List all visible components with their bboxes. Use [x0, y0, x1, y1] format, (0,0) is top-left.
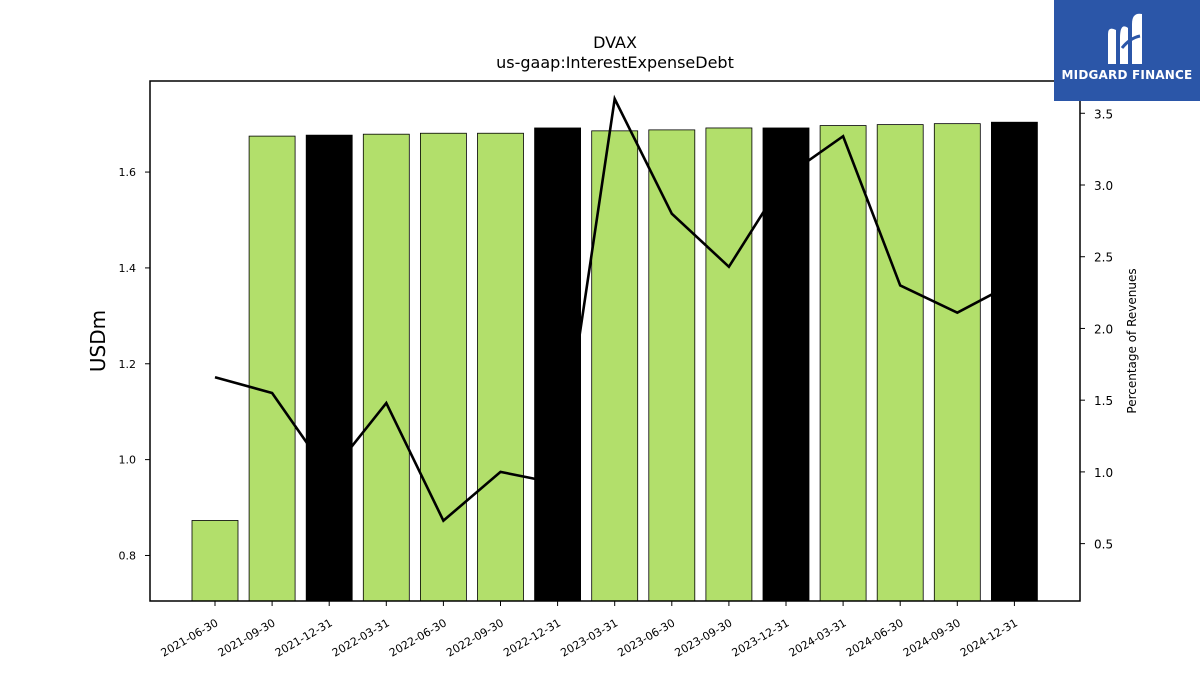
x-tick-label: 2021-12-31 — [273, 616, 335, 659]
bar-2022-06-30 — [419, 132, 467, 602]
midgard-finance-logo: MIDGARD FINANCE — [1054, 0, 1200, 101]
x-tick-label: 2024-06-30 — [844, 616, 906, 659]
x-tick-label: 2023-06-30 — [615, 616, 677, 659]
logo-text: MIDGARD FINANCE — [1061, 68, 1193, 82]
y-axis: 0.8 1.0 1.2 1.4 1.6 — [119, 166, 150, 562]
bar-2023-09-30 — [705, 127, 753, 602]
y2-tick-label: 1.0 — [1094, 466, 1113, 480]
y2-tick-label: 3.0 — [1094, 179, 1113, 193]
x-tick-label: 2024-12-31 — [958, 616, 1020, 659]
y2-tick-label: 2.0 — [1094, 322, 1113, 336]
chart-title: DVAX — [593, 33, 637, 52]
bars-group — [191, 121, 1038, 602]
y2-axis: 0.5 1.0 1.5 2.0 2.5 3.0 3.5 — [1080, 107, 1113, 552]
chart-subtitle: us-gaap:InterestExpenseDebt — [496, 53, 734, 72]
bar-2024-12-31 — [991, 121, 1038, 602]
y-tick-label: 1.2 — [119, 358, 137, 371]
bar-2022-12-31 — [534, 127, 581, 602]
y-tick-label: 0.8 — [119, 549, 137, 562]
y-tick-label: 1.4 — [119, 262, 137, 275]
x-tick-label: 2022-06-30 — [387, 616, 449, 659]
y2-tick-label: 1.5 — [1094, 394, 1113, 408]
x-tick-label: 2022-09-30 — [444, 616, 506, 659]
y-axis-label: USDm — [86, 310, 110, 372]
x-tick-label: 2023-09-30 — [673, 616, 735, 659]
x-tick-label: 2022-03-31 — [330, 616, 392, 659]
y2-axis-label: Percentage of Revenues — [1125, 268, 1139, 413]
bar-2021-06-30 — [191, 520, 239, 602]
line-group — [214, 94, 1016, 523]
bar-2021-09-30 — [248, 135, 296, 602]
y2-tick-label: 3.5 — [1094, 107, 1113, 121]
bar-2024-09-30 — [933, 123, 981, 602]
x-tick-label: 2022-12-31 — [501, 616, 563, 659]
bar-2021-12-31 — [305, 134, 353, 602]
bar-2024-06-30 — [876, 124, 924, 602]
x-tick-label: 2023-12-31 — [730, 616, 792, 659]
bar-2022-09-30 — [477, 132, 524, 602]
bar-2024-03-31 — [819, 125, 867, 602]
x-tick-label: 2023-03-31 — [558, 616, 620, 659]
midgard-logo-icon — [1108, 13, 1142, 65]
x-tick-label: 2024-09-30 — [901, 616, 963, 659]
y-tick-label: 1.6 — [119, 166, 137, 179]
y2-tick-label: 0.5 — [1094, 538, 1113, 552]
y2-tick-label: 2.5 — [1094, 251, 1113, 265]
bar-2022-03-31 — [362, 133, 410, 602]
y-tick-label: 1.0 — [119, 454, 137, 467]
bar-2023-06-30 — [648, 129, 696, 602]
x-axis: 2021-06-302021-09-302021-12-312022-03-31… — [159, 601, 1020, 660]
bar-2023-12-31 — [762, 127, 810, 602]
x-tick-label: 2021-09-30 — [216, 616, 278, 659]
x-tick-label: 2024-03-31 — [787, 616, 849, 659]
x-tick-label: 2021-06-30 — [159, 616, 221, 659]
